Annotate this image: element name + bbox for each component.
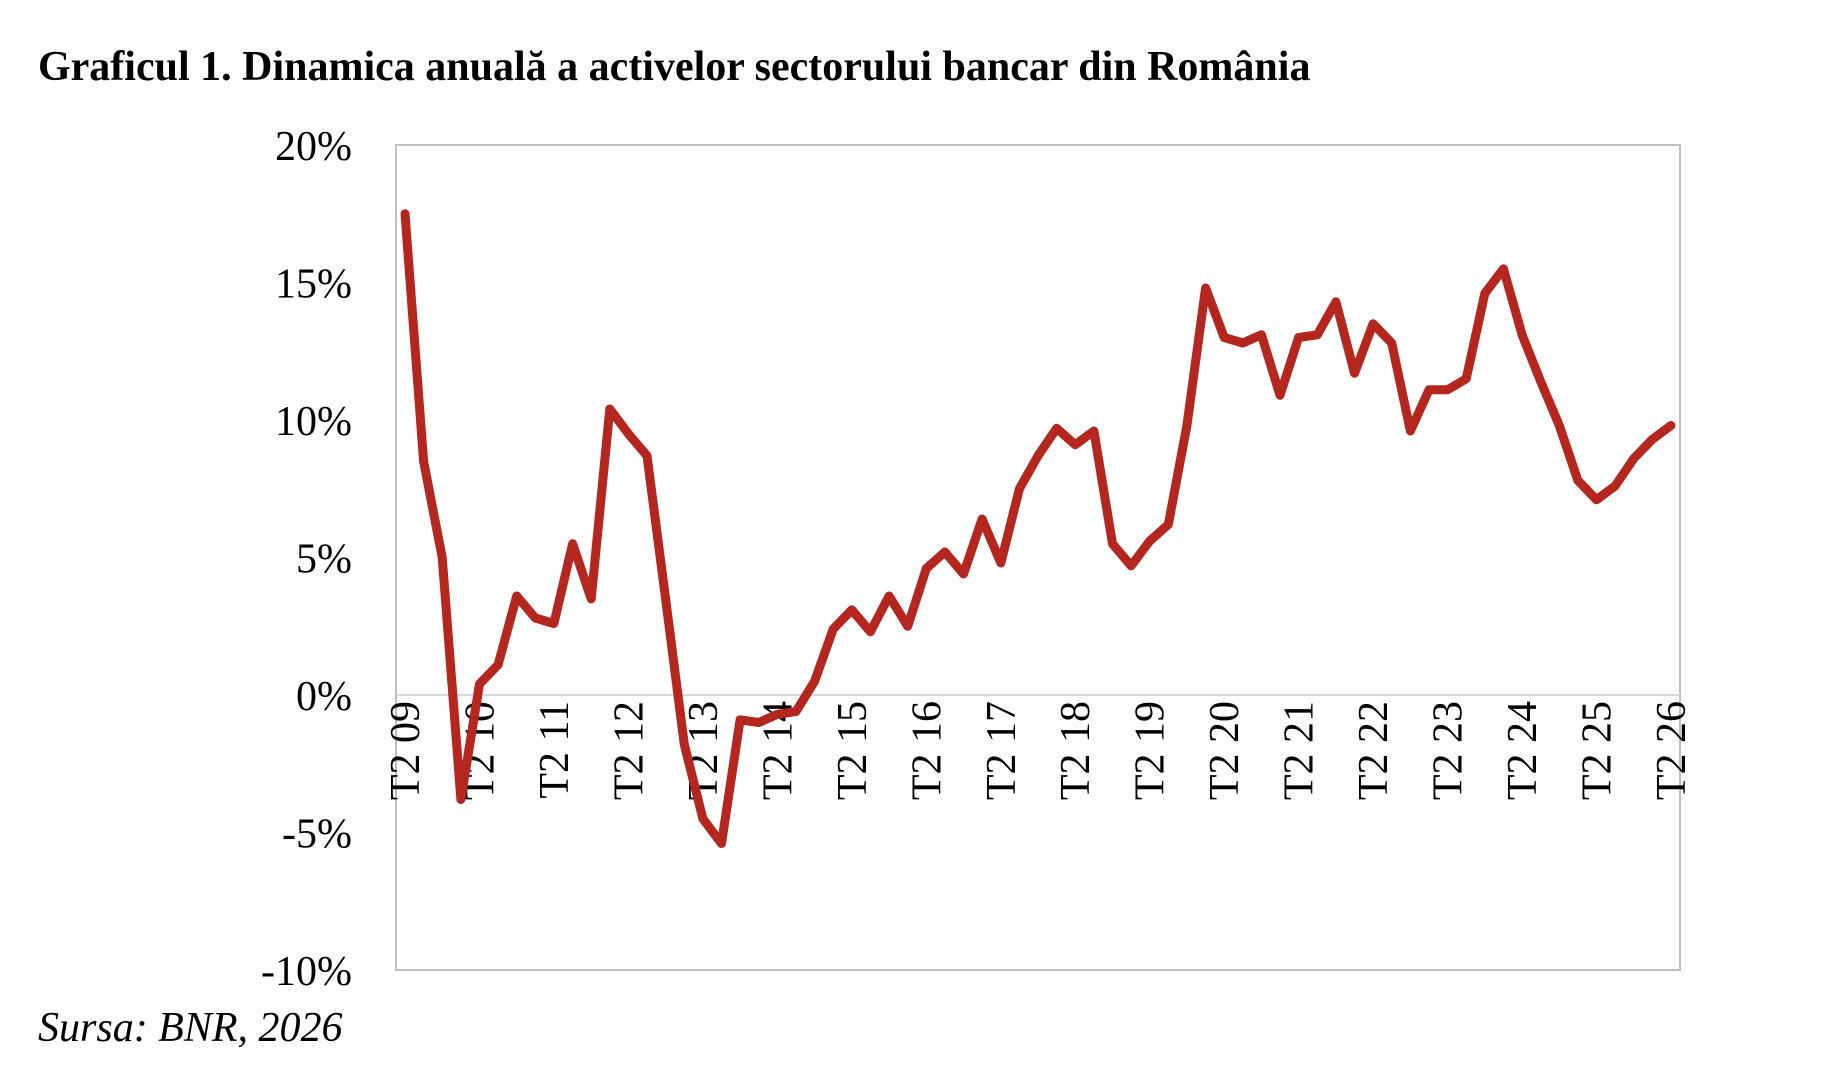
data-point [979, 516, 986, 522]
data-point [1556, 422, 1563, 429]
data-point [1519, 331, 1526, 338]
data-point [811, 678, 818, 685]
y-axis-labels: -10% -5% 0% 5% 10% 15% 20% [261, 124, 352, 995]
x-tick-label: T2 18 [1053, 701, 1099, 800]
x-tick-label: T2 26 [1649, 701, 1695, 800]
data-point [457, 796, 464, 803]
x-tick-label: T2 16 [904, 701, 950, 800]
x-tick-label: T2 11 [532, 701, 578, 799]
data-point [1314, 331, 1321, 338]
data-point [960, 571, 967, 577]
data-point [867, 628, 874, 635]
data-point [1183, 422, 1190, 429]
y-tick-label: 20% [275, 124, 352, 170]
x-tick-label: T2 23 [1426, 701, 1472, 800]
data-point [774, 711, 781, 718]
data-point [848, 606, 855, 613]
data-point [1258, 331, 1265, 338]
x-tick-label: T2 25 [1575, 701, 1621, 800]
data-point [1574, 477, 1581, 484]
data-point [1332, 298, 1339, 305]
data-point [1221, 334, 1228, 341]
data-point [1053, 425, 1060, 432]
data-point [1016, 485, 1023, 492]
data-point [1277, 392, 1284, 399]
data-point [699, 815, 706, 822]
data-point [1239, 340, 1246, 346]
data-point [681, 741, 688, 748]
y-tick-label: 0% [296, 674, 352, 720]
data-point [1072, 441, 1079, 448]
y-tick-label: -10% [261, 949, 352, 995]
data-points [402, 210, 1674, 847]
data-point [1407, 428, 1414, 434]
data-point [1500, 265, 1507, 272]
y-tick-label: -5% [282, 812, 352, 858]
data-point [625, 430, 632, 437]
x-tick-label: T2 24 [1500, 701, 1546, 800]
data-point [923, 565, 930, 572]
x-tick-label: T2 19 [1128, 701, 1174, 800]
data-point [1388, 340, 1395, 346]
data-point [1109, 540, 1116, 547]
data-point [792, 708, 799, 715]
y-tick-label: 5% [296, 537, 352, 583]
data-point [830, 626, 837, 632]
x-tick-label: T2 21 [1277, 701, 1323, 800]
data-point [1370, 320, 1377, 327]
data-point [886, 593, 893, 599]
x-tick-label: T2 22 [1351, 701, 1397, 800]
data-point [644, 452, 651, 459]
data-point [513, 593, 520, 599]
data-point [1202, 285, 1209, 291]
x-tick-label: T2 12 [606, 701, 652, 800]
data-point [1463, 375, 1470, 382]
x-tick-label: T2 09 [383, 701, 429, 800]
data-point [1649, 436, 1656, 443]
data-point [1035, 452, 1041, 459]
data-point [1146, 538, 1153, 544]
data-point [662, 595, 669, 602]
data-point [550, 620, 557, 627]
series-line [400, 209, 1676, 848]
data-point [420, 458, 427, 465]
data-point [569, 540, 576, 547]
data-point [532, 615, 539, 621]
y-tick-label: 10% [275, 399, 352, 445]
data-point [755, 719, 762, 726]
data-point [606, 406, 613, 412]
data-point [1425, 386, 1432, 393]
data-point [1165, 521, 1172, 528]
data-point [1481, 290, 1488, 297]
data-point [1668, 422, 1674, 429]
data-point [1128, 562, 1135, 569]
data-point [1444, 386, 1451, 393]
data-point [1351, 370, 1358, 377]
data-point [997, 560, 1004, 566]
x-tick-label: T2 17 [979, 701, 1025, 800]
data-point [941, 549, 948, 555]
data-point [495, 661, 502, 668]
plot-frame [395, 144, 1681, 971]
data-point [904, 623, 911, 630]
data-point [588, 595, 595, 602]
data-point [1295, 334, 1302, 341]
y-tick-label: 15% [275, 262, 352, 308]
x-axis-labels: T2 09 T2 10 T2 11 T2 12 T2 13 T2 14 T2 15 T2 16… [383, 701, 1695, 800]
x-tick-label: T2 15 [830, 701, 876, 800]
data-point [1630, 455, 1637, 462]
data-point [718, 840, 725, 847]
x-tick-label: T2 20 [1202, 701, 1248, 800]
data-point [1593, 496, 1600, 503]
data-point [1612, 483, 1619, 489]
data-point [439, 554, 446, 561]
source-note: Sursa: BNR, 2026 [38, 1005, 343, 1051]
data-point [1537, 378, 1544, 385]
data-point [476, 681, 483, 687]
data-point [737, 716, 744, 723]
data-point [1090, 428, 1097, 434]
chart-title: Graficul 1. Dinamica anuală a activelor … [38, 44, 1311, 90]
data-point [402, 210, 408, 217]
